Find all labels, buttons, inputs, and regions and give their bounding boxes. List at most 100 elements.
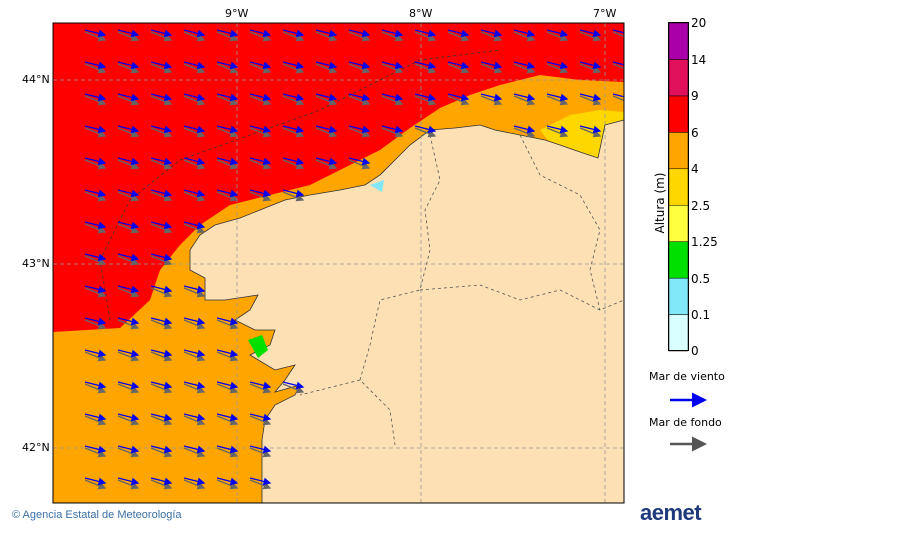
swell-arrow [216,31,239,42]
wind-sea-arrow [150,317,173,326]
maritime-zone-outline [99,49,501,321]
swell-arrow [150,383,173,394]
swell-arrow [612,63,624,70]
wind-sea-arrow [183,477,206,486]
swell-arrow [612,31,624,38]
wind-sea-arrow [216,381,239,390]
wind-sea-arrow [249,93,272,102]
wind-sea-arrow [150,61,173,70]
swell-arrow [315,63,338,74]
swell-arrow [579,95,602,106]
wind-sea-arrow [546,61,569,70]
wind-sea-arrow [282,381,305,390]
wind-sea-arrow [216,29,239,38]
wind-sea-arrow [216,477,239,486]
swell-arrow [117,351,140,362]
colorbar-label-2-5: 2.5 [691,199,711,213]
swell-arrow [216,383,239,394]
lat-tick-43n: 43°N [22,257,50,270]
colorbar-segment [668,204,689,242]
wind-sea-arrow [183,61,206,70]
wind-sea-arrow [282,157,305,166]
swell-arrow [150,127,173,138]
swell-arrow [282,63,305,74]
wind-sea-arrow [150,29,173,38]
wind-sea-arrow [216,317,239,326]
swell-arrow [84,223,107,234]
swell-arrow [84,287,107,298]
swell-arrow [249,95,272,106]
swell-arrow [150,287,173,298]
swell-arrow [513,63,536,74]
swell-arrow [216,63,239,74]
legend-swell-label: Mar de fondo [649,416,722,429]
wind-sea-arrow [84,125,107,134]
wind-sea-arrow [150,189,173,198]
wind-sea-arrow [249,413,272,422]
wind-sea-arrow [513,93,536,102]
swell-arrow [249,63,272,74]
swell-arrow [546,63,569,74]
wind-sea-arrow [183,445,206,454]
colorbar-label-0-1: 0.1 [691,308,711,322]
colorbar [668,22,689,352]
wind-sea-arrow [414,125,437,134]
swell-arrow [480,31,503,42]
wind-sea-arrow [579,125,602,134]
wave-height-map [52,22,625,504]
swell-arrow [381,63,404,74]
swell-arrow [117,447,140,458]
wind-sea-arrow [117,189,140,198]
wind-sea-arrow [348,125,371,134]
swell-arrow [249,191,272,202]
wind-sea-arrow [414,29,437,38]
swell-arrow [150,191,173,202]
wind-sea-arrow [249,61,272,70]
swell-arrow [117,479,140,490]
wind-sea-arrow [282,125,305,134]
wind-sea-arrow [348,29,371,38]
wind-sea-arrow [150,445,173,454]
swell-arrow [216,127,239,138]
swell-arrow [414,63,437,74]
swell-arrow [546,95,569,106]
wind-sea-arrow [183,413,206,422]
wind-sea-arrow [546,125,569,134]
wind-sea-arrow [216,413,239,422]
swell-arrow [282,383,305,394]
wind-sea-arrow [315,125,338,134]
swell-arrow [315,159,338,170]
wind-sea-arrow [249,125,272,134]
wind-sea-arrow [216,61,239,70]
swell-arrow [84,351,107,362]
wind-sea-arrow [282,29,305,38]
swell-arrow [579,31,602,42]
wind-sea-arrow [84,477,107,486]
swell-arrow [117,255,140,266]
swell-arrow [183,351,206,362]
wind-sea-arrow [117,349,140,358]
swell-arrow [348,31,371,42]
swell-arrow [612,95,624,102]
swell-arrow [513,31,536,42]
swell-arrow [84,479,107,490]
swell-arrow [150,159,173,170]
wind-sea-arrow [348,157,371,166]
swell-arrow [183,159,206,170]
colorbar-label-0: 0 [691,344,699,358]
credit-text: © Agencia Estatal de Meteorología [12,509,182,521]
swell-arrow [447,63,470,74]
wind-sea-arrow [150,253,173,262]
swell-arrow [579,63,602,74]
swell-arrow [249,383,272,394]
swell-arrow [84,319,107,330]
wind-sea-arrow [84,349,107,358]
swell-arrow [546,31,569,42]
wind-sea-arrow [183,381,206,390]
swell-arrow [216,319,239,330]
swell-arrow [183,287,206,298]
swell-arrow [150,95,173,106]
colorbar-label-6: 6 [691,126,699,140]
swell-arrow [348,95,371,106]
swell-arrow [282,127,305,138]
